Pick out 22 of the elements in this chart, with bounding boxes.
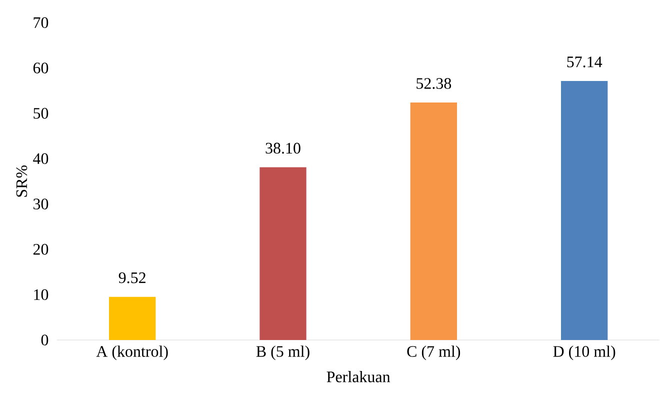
y-tick-label: 30 bbox=[34, 198, 48, 210]
x-tick-label: B (5 ml) bbox=[256, 346, 310, 360]
data-label: 57.14 bbox=[567, 56, 602, 68]
y-tick-label: 10 bbox=[34, 289, 48, 300]
x-tick-label: A (kontrol) bbox=[96, 346, 168, 360]
bar bbox=[561, 80, 608, 340]
bar bbox=[410, 102, 457, 340]
y-tick-label: 50 bbox=[34, 108, 48, 119]
bar bbox=[109, 296, 156, 340]
x-tick-label: D (10 ml) bbox=[553, 346, 616, 360]
data-label: 52.38 bbox=[416, 78, 452, 89]
y-axis-title: SR% bbox=[16, 165, 28, 197]
y-tick-label: 0 bbox=[41, 334, 48, 346]
bar bbox=[260, 167, 306, 340]
x-tick-label: C (7 ml) bbox=[407, 346, 460, 360]
y-tick-label: 20 bbox=[33, 244, 48, 255]
data-label: 9.52 bbox=[118, 272, 146, 284]
x-axis-title: Perlakuan bbox=[326, 371, 390, 382]
y-tick-label: 60 bbox=[33, 62, 48, 74]
y-tick-label: 70 bbox=[34, 17, 48, 28]
data-label: 38.10 bbox=[266, 142, 300, 154]
y-tick-label: 40 bbox=[33, 153, 48, 164]
